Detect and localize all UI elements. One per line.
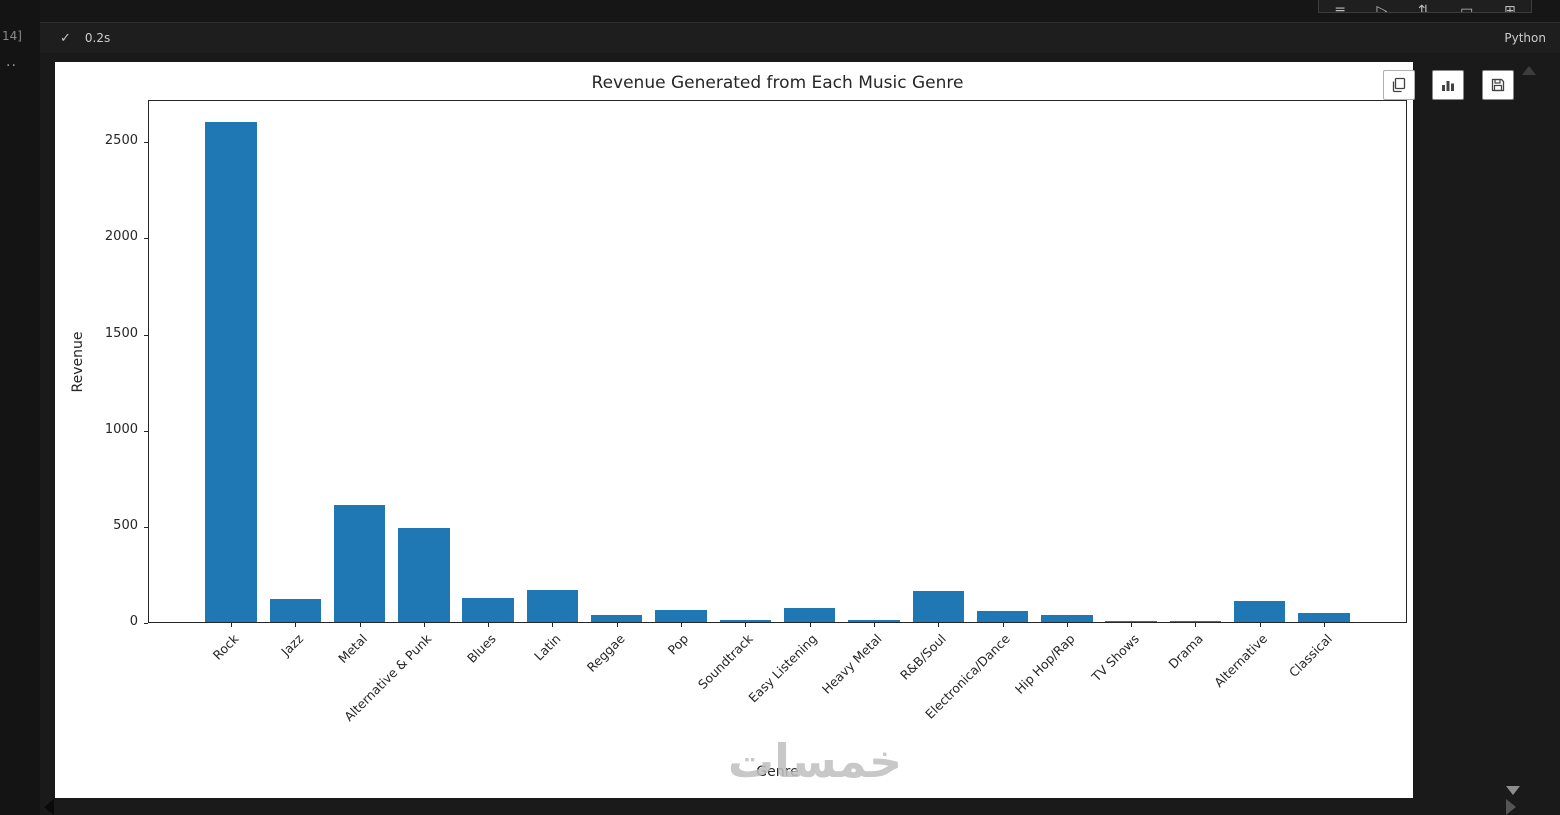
x-tick-mark — [809, 623, 811, 627]
execution-time: 0.2s — [84, 31, 111, 45]
run-next-icon[interactable]: ▷ — [1376, 3, 1388, 13]
x-tick-label: Soundtrack — [695, 631, 756, 692]
y-tick-label: 0 — [129, 614, 138, 629]
x-tick-label: Classical — [1285, 631, 1335, 681]
y-tick-label: 2500 — [104, 133, 138, 149]
bar-alternative-punk — [398, 528, 450, 622]
scroll-down-arrow-icon[interactable] — [1506, 786, 1520, 795]
cell-gutter-more[interactable]: ·· — [6, 58, 17, 74]
x-tick-mark — [1066, 623, 1068, 627]
x-tick-mark — [938, 623, 940, 627]
x-tick-mark — [295, 623, 297, 627]
y-tick-mark — [144, 526, 148, 528]
bar-reggae — [591, 615, 643, 622]
bar-metal — [333, 504, 386, 622]
bar-pop — [655, 610, 707, 622]
bar-jazz — [269, 598, 321, 622]
y-tick-label: 1500 — [104, 325, 138, 341]
x-tick-label: Latin — [530, 631, 564, 664]
x-tick-label: Jazz — [277, 631, 306, 659]
matplotlib-figure: Revenue Generated from Each Music Genre … — [55, 62, 1413, 798]
plot-viewer-button[interactable] — [1432, 70, 1464, 100]
x-tick-label: Blues — [463, 631, 499, 666]
delete-icon[interactable]: ⊞ — [1503, 3, 1516, 13]
scroll-right-arrow-icon[interactable] — [1506, 799, 1516, 815]
y-tick-label: 1000 — [104, 421, 138, 437]
success-check-icon: ✓ — [60, 30, 71, 46]
x-tick-mark — [616, 623, 618, 627]
menu-icon[interactable]: ≡ — [1334, 3, 1346, 13]
y-tick-label: 500 — [113, 517, 138, 533]
x-tick-mark — [423, 623, 425, 627]
bar-classical — [1298, 613, 1350, 622]
bar-drama — [1169, 621, 1222, 622]
bar-rock — [205, 122, 257, 622]
x-tick-mark — [681, 623, 683, 627]
plot-area — [148, 100, 1407, 623]
y-tick-label: 2000 — [104, 229, 138, 245]
x-axis-title: Genre — [756, 764, 799, 780]
bar-tv-shows — [1105, 621, 1157, 622]
y-tick-mark — [144, 623, 148, 624]
bar-electronica-dance — [976, 611, 1029, 622]
x-tick-mark — [873, 623, 875, 627]
bar-latin — [526, 589, 579, 622]
copy-icon — [1392, 77, 1406, 93]
x-tick-mark — [1195, 623, 1197, 627]
x-tick-label: Hip Hop/Rap — [1011, 631, 1078, 697]
cell-toolbar: ≡ ▷ ⇅ ▭ ⊞ — [1318, 0, 1532, 13]
bar-soundtrack — [719, 620, 772, 622]
x-tick-label: Rock — [209, 631, 242, 663]
x-tick-label: TV Shows — [1088, 631, 1142, 685]
y-tick-mark — [144, 430, 148, 432]
bar-chart-icon — [1442, 81, 1454, 91]
y-tick-mark — [144, 238, 148, 240]
x-tick-label: Heavy Metal — [818, 631, 885, 697]
scroll-left-arrow-icon[interactable] — [44, 799, 54, 815]
chart-title: Revenue Generated from Each Music Genre — [591, 73, 964, 93]
bar-r-b-soul — [912, 591, 964, 622]
x-tick-label: Alternative — [1211, 631, 1271, 691]
save-icon — [1491, 78, 1505, 92]
x-tick-mark — [1259, 623, 1261, 627]
notebook-top-strip — [40, 0, 1560, 22]
x-tick-label: Easy Listening — [745, 631, 821, 706]
x-tick-label: R&B/Soul — [897, 631, 949, 683]
x-tick-mark — [359, 623, 361, 627]
cell-gutter: 14] ·· — [0, 0, 40, 815]
x-tick-mark — [552, 623, 554, 627]
split-cell-icon[interactable]: ▭ — [1460, 3, 1474, 13]
execution-count: 14] — [2, 29, 22, 43]
scroll-up-arrow-icon[interactable] — [1522, 66, 1536, 75]
x-tick-label: Reggae — [583, 631, 628, 675]
cell-status-bar: ✓ 0.2s Python — [40, 22, 1560, 53]
x-tick-mark — [1324, 623, 1326, 627]
y-tick-mark — [144, 334, 148, 336]
run-below-icon[interactable]: ⇅ — [1417, 3, 1430, 13]
x-tick-label: Drama — [1165, 631, 1207, 672]
x-tick-mark — [745, 623, 747, 627]
bar-hip-hop-rap — [1041, 615, 1093, 622]
x-tick-label: Pop — [665, 631, 692, 658]
bar-alternative — [1234, 600, 1286, 622]
x-tick-mark — [1002, 623, 1004, 627]
y-tick-mark — [144, 142, 148, 144]
save-plot-button[interactable] — [1482, 70, 1514, 100]
bar-easy-listening — [783, 608, 836, 622]
x-tick-label: Metal — [335, 631, 371, 667]
copy-output-button[interactable] — [1383, 70, 1415, 100]
x-tick-mark — [1131, 623, 1133, 627]
bar-blues — [462, 597, 514, 622]
bar-heavy-metal — [848, 620, 900, 622]
x-tick-mark — [488, 623, 490, 627]
x-tick-mark — [230, 623, 232, 627]
kernel-language-label[interactable]: Python — [1504, 31, 1546, 45]
